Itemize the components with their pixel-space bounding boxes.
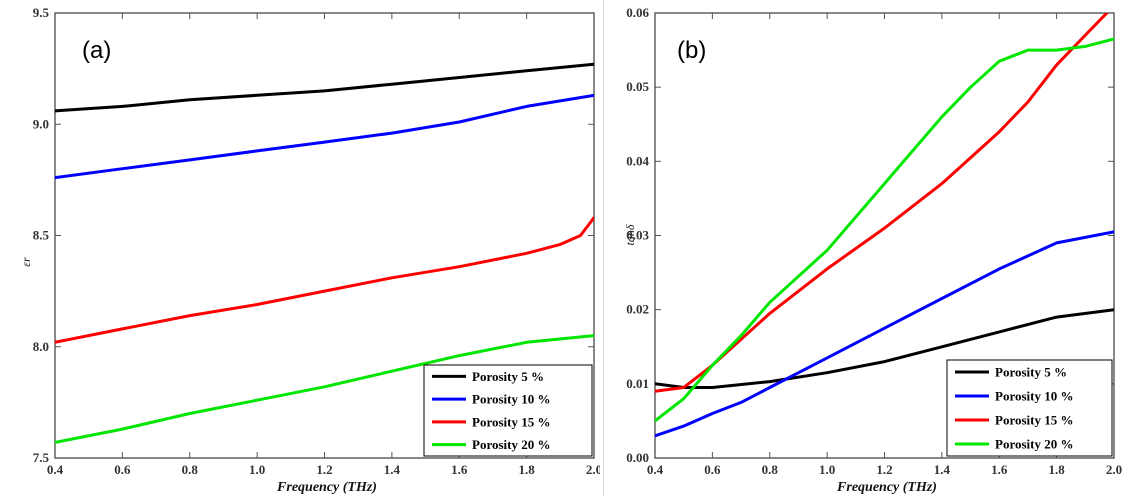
x-tick-label: 1.0 — [249, 462, 265, 477]
plot-area-b: 0.4 0.6 0.8 1.0 1.2 1.4 1.6 1.8 2.0 0.00 0.01 0.02 0… — [626, 5, 1122, 477]
x-tick-label: 0.4 — [47, 462, 64, 477]
y-tick-label: 0.05 — [626, 79, 649, 94]
y-tick-label: 0.01 — [626, 376, 649, 391]
legend-box — [946, 359, 1113, 457]
legend-label: Porosity 20 % — [472, 437, 550, 452]
y-tick-label: 9.5 — [33, 5, 50, 20]
x-tick-label: 1.6 — [451, 462, 468, 477]
y-tick-label: 0.06 — [626, 5, 649, 20]
x-tick-label: 0.8 — [182, 462, 199, 477]
x-tick-label: 1.6 — [991, 462, 1008, 477]
legend-label: Porosity 15 % — [472, 414, 550, 429]
y-tick-label: 0.03 — [626, 228, 649, 243]
legend-box — [423, 364, 593, 457]
series-line-1 — [655, 308, 1114, 389]
x-tick-label: 1.2 — [876, 462, 892, 477]
legend-label: Porosity 5 % — [995, 365, 1067, 380]
x-tick-label: 2.0 — [586, 462, 600, 477]
series-line-2 — [655, 230, 1114, 438]
y-tick-label: 9.0 — [33, 116, 49, 131]
x-tick-label: 1.0 — [819, 462, 835, 477]
x-axis-label-b: Frequency (THz) — [836, 480, 937, 495]
legend-label: Porosity 15 % — [995, 413, 1073, 428]
series-line-4 — [655, 37, 1114, 423]
x-tick-label: 1.8 — [519, 462, 536, 477]
plot-area-a: 0.4 0.6 0.8 1.0 1.2 1.4 1.6 1.8 2.0 7.5 8.0 8.5 9.0 9… — [33, 5, 600, 477]
x-tick-label: 1.8 — [1049, 462, 1066, 477]
x-tick-label: 1.2 — [316, 462, 332, 477]
legend-label: Porosity 20 % — [995, 437, 1073, 452]
x-tick-label: 0.6 — [704, 462, 721, 477]
panel-label-b: (b) — [677, 37, 706, 64]
legend-label: Porosity 10 % — [995, 389, 1073, 404]
x-tick-label: 0.6 — [114, 462, 131, 477]
series-line-2 — [55, 93, 594, 180]
series-line-3 — [655, 13, 1109, 393]
x-tick-label: 2.0 — [1106, 462, 1122, 477]
panel-label-a: (a) — [82, 37, 111, 64]
y-tick-label: 8.5 — [33, 228, 50, 243]
panel-divider — [603, 0, 604, 496]
series-line-4 — [55, 334, 594, 444]
series-line-3 — [55, 216, 594, 344]
x-axis-label-a: Frequency (THz) — [276, 480, 377, 495]
chart-b: tanδ (b) Frequency (THz) 0.4 0.6 0.8 1.0 1.2… — [623, 5, 1122, 495]
x-tick-label: 0.8 — [762, 462, 779, 477]
x-tick-label: 1.4 — [384, 462, 401, 477]
x-tick-label: 0.4 — [647, 462, 664, 477]
y-tick-label: 8.0 — [33, 339, 49, 354]
y-tick-label: 7.5 — [33, 450, 50, 465]
y-axis-label-b: tanδ — [623, 224, 637, 245]
x-tick-label: 1.4 — [934, 462, 951, 477]
ylabel-group-a: εr — [19, 257, 33, 267]
legend-label: Porosity 10 % — [472, 392, 550, 407]
y-tick-label: 0.00 — [626, 450, 649, 465]
y-tick-label: 0.04 — [626, 153, 649, 168]
y-axis-label-a: εr — [19, 257, 33, 267]
series-line-1 — [55, 62, 594, 113]
legend-label: Porosity 5 % — [472, 369, 544, 384]
chart-a: εr (a) Frequency (THz) 0.4 0.6 0.8 1.0 1.2 1.… — [19, 5, 600, 495]
y-tick-label: 0.02 — [626, 302, 649, 317]
